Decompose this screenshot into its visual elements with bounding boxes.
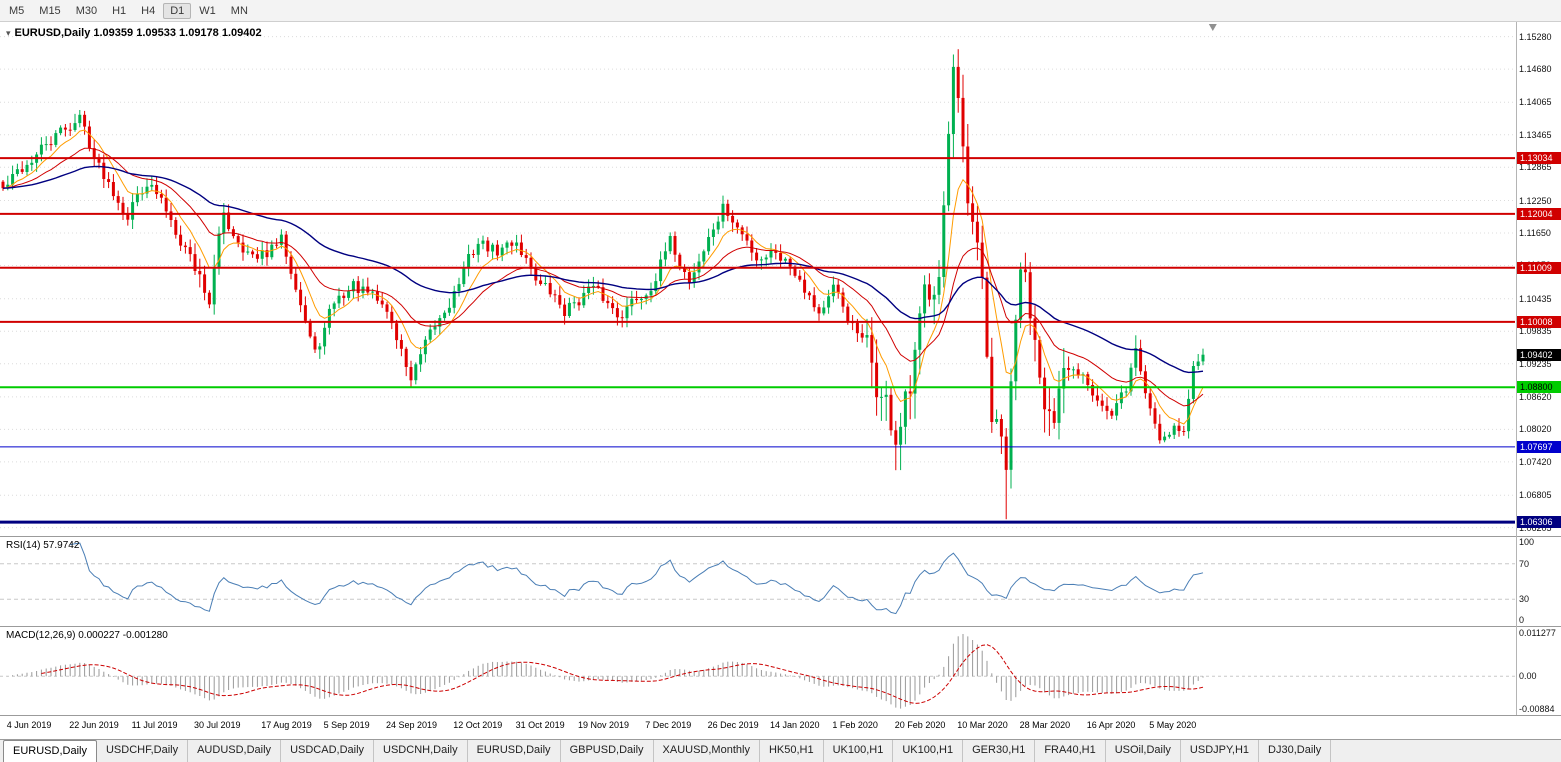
price-tick: 1.11650 — [1519, 228, 1551, 238]
timeframe-button-h1[interactable]: H1 — [112, 4, 127, 17]
current-price-label: 1.09402 — [1517, 348, 1561, 361]
macd-axis-label: -0.00884 — [1519, 704, 1555, 714]
chart-tab-fra40-h1[interactable]: FRA40,H1 — [1035, 740, 1106, 762]
date-label: 19 Nov 2019 — [578, 720, 630, 730]
price-tick: 1.07420 — [1519, 456, 1552, 467]
date-label: 24 Sep 2019 — [386, 720, 438, 730]
hline-price-label: 1.10008 — [1517, 315, 1561, 328]
macd-chart-canvas[interactable] — [0, 627, 1515, 715]
rsi-level-label: 30 — [1519, 594, 1530, 605]
price-axis[interactable]: 1.15280 1.14680 1.14065 1.13465 1.12865 1.122… — [1517, 22, 1561, 536]
price-tick: 1.14680 — [1519, 64, 1552, 75]
macd-axis-label: 0.011277 — [1519, 628, 1556, 638]
hline-price-label: 1.07697 — [1517, 440, 1561, 453]
price-tick: 1.06805 — [1519, 490, 1552, 501]
chart-tab-usdjpy-h1[interactable]: USDJPY,H1 — [1181, 740, 1260, 762]
timeframe-button-d1[interactable]: D1 — [163, 2, 192, 19]
chart-tab-eurusd-daily[interactable]: EURUSD,Daily — [468, 740, 561, 762]
price-tick: 1.08020 — [1519, 424, 1552, 435]
chart-tab-hk50-h1[interactable]: HK50,H1 — [760, 740, 824, 762]
date-label: 30 Jul 2019 — [194, 720, 241, 730]
price-tick: 1.08620 — [1519, 391, 1552, 402]
chart-tab-usdcnh-daily[interactable]: USDCNH,Daily — [374, 740, 468, 762]
price-tick: 1.12865 — [1519, 162, 1552, 173]
timeframe-button-h4[interactable]: H4 — [141, 4, 156, 17]
price-tick: 1.10435 — [1519, 293, 1552, 304]
price-tick: 1.14065 — [1519, 97, 1552, 108]
rsi-level-label: 100 — [1519, 537, 1535, 547]
chart-tab-ger30-h1[interactable]: GER30,H1 — [963, 740, 1036, 762]
axis-separator — [1516, 22, 1517, 715]
main-chart-panel: ▾ EURUSD,Daily 1.09359 1.09533 1.09178 1.… — [0, 22, 1515, 536]
date-label: 31 Oct 2019 — [515, 720, 565, 730]
chart-title: ▾ EURUSD,Daily 1.09359 1.09533 1.09178 1.… — [6, 27, 262, 39]
date-label: 26 Dec 2019 — [707, 720, 759, 730]
date-label: 5 May 2020 — [1149, 720, 1197, 730]
price-tick: 1.09835 — [1519, 326, 1552, 337]
hline-price-label: 1.06306 — [1517, 516, 1561, 529]
date-label: 12 Oct 2019 — [453, 720, 503, 730]
date-label: 4 Jun 2019 — [6, 720, 52, 730]
macd-axis: 0.011277 0.00 -0.00884 — [1517, 627, 1561, 715]
price-tick: 1.13465 — [1519, 129, 1552, 140]
date-label: 22 Jun 2019 — [69, 720, 119, 730]
date-label: 1 Feb 2020 — [832, 720, 878, 730]
chart-tab-dj30-daily[interactable]: DJ30,Daily — [1259, 740, 1332, 762]
hline-price-label: 1.13034 — [1517, 152, 1561, 165]
chart-tab-usoil-daily[interactable]: USOil,Daily — [1106, 740, 1181, 762]
chart-tab-audusd-daily[interactable]: AUDUSD,Daily — [188, 740, 282, 762]
price-tick: 1.15280 — [1519, 31, 1552, 42]
date-label: 28 Mar 2020 — [1019, 720, 1071, 730]
price-tick: 1.12250 — [1519, 195, 1552, 206]
hline-price-label: 1.12004 — [1517, 207, 1561, 220]
panel-separator[interactable] — [0, 626, 1561, 627]
date-label: 17 Aug 2019 — [261, 720, 312, 730]
chart-title-text: EURUSD,Daily 1.09359 1.09533 1.09178 1.0… — [14, 27, 262, 39]
time-axis[interactable]: 4 Jun 2019 22 Jun 2019 11 Jul 2019 30 Jul 2… — [0, 716, 1515, 739]
chart-tab-usdchf-daily[interactable]: USDCHF,Daily — [97, 740, 189, 762]
date-label: 11 Jul 2019 — [131, 720, 178, 730]
timeframe-button-mn[interactable]: MN — [230, 4, 248, 17]
timeframe-button-m30[interactable]: M30 — [75, 4, 98, 17]
date-label: 20 Feb 2020 — [894, 720, 946, 730]
macd-indicator-panel: MACD(12,26,9) 0.000227 -0.001280 — [0, 627, 1515, 715]
timeframe-button-m15[interactable]: M15 — [39, 4, 61, 17]
chart-tab-gbpusd-daily[interactable]: GBPUSD,Daily — [561, 740, 654, 762]
rsi-title: RSI(14) 57.9742 — [6, 540, 80, 551]
date-label: 5 Sep 2019 — [323, 720, 370, 730]
date-label: 7 Dec 2019 — [645, 720, 692, 730]
date-label: 14 Jan 2020 — [770, 720, 820, 730]
rsi-level-label: 0 — [1519, 615, 1525, 625]
chart-dropdown-icon[interactable]: ▾ — [6, 28, 11, 38]
chart-tab-usdcad-daily[interactable]: USDCAD,Daily — [281, 740, 375, 762]
price-tick: 1.09235 — [1519, 358, 1552, 369]
hline-price-label: 1.11009 — [1517, 261, 1561, 274]
date-label: 10 Mar 2020 — [957, 720, 1008, 730]
timeframe-button-m5[interactable]: M5 — [9, 4, 25, 17]
timeframe-toolbar: M5 M15 M30 H1 H4 D1 W1 MN — [0, 0, 1561, 22]
chart-tab-uk100-h1[interactable]: UK100,H1 — [824, 740, 894, 762]
chart-tab-xauusd-monthly[interactable]: XAUUSD,Monthly — [654, 740, 760, 762]
rsi-axis: 100 70 30 0 — [1517, 537, 1561, 626]
date-label: 16 Apr 2020 — [1086, 720, 1136, 730]
rsi-level-label: 70 — [1519, 558, 1530, 569]
price-chart-canvas[interactable] — [0, 22, 1515, 536]
macd-axis-label: 0.00 — [1519, 671, 1537, 682]
chart-tab-uk100-h1[interactable]: UK100,H1 — [893, 740, 964, 762]
chart-tab-bar: EURUSD,Daily USDCHF,Daily AUDUSD,Daily USDC… — [0, 739, 1561, 762]
macd-title: MACD(12,26,9) 0.000227 -0.001280 — [6, 630, 168, 641]
chart-tab-eurusd-daily[interactable]: EURUSD,Daily — [3, 740, 97, 762]
rsi-chart-canvas[interactable] — [0, 537, 1515, 626]
timeframe-button-w1[interactable]: W1 — [199, 4, 216, 17]
hline-price-label: 1.08800 — [1517, 381, 1561, 394]
rsi-indicator-panel: RSI(14) 57.9742 — [0, 537, 1515, 626]
panel-separator — [0, 715, 1561, 716]
panel-separator[interactable] — [0, 536, 1561, 537]
